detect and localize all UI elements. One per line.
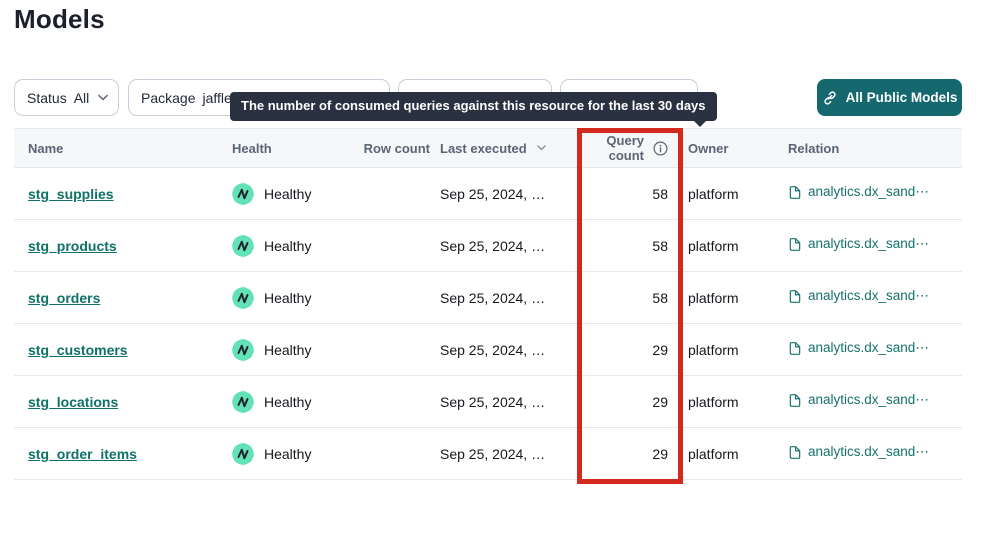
health-pulse-icon [228, 283, 258, 312]
last-executed-cell: Sep 25, 2024, … [440, 393, 546, 410]
status-filter-value: All [73, 89, 90, 106]
file-icon [788, 289, 802, 304]
model-link[interactable]: stg_locations [28, 393, 119, 410]
last-executed-cell: Sep 25, 2024, … [440, 341, 546, 358]
health-cell: Healthy [228, 231, 361, 260]
table-row: stg_locations Healthy Sep 25, 2024, … 29… [14, 376, 962, 428]
table-row: stg_orders Healthy Sep 25, 2024, … 58 pl… [14, 272, 962, 324]
relation-link[interactable]: analytics.dx_sand⋯ [788, 444, 929, 460]
owner-cell: platform [688, 341, 739, 358]
relation-text: analytics.dx_sand⋯ [808, 444, 929, 460]
file-icon [788, 393, 802, 408]
file-icon [788, 341, 802, 356]
page-title: Models [14, 4, 105, 34]
table-row: stg_products Healthy Sep 25, 2024, … 58 … [14, 220, 962, 272]
column-header-owner[interactable]: Owner [688, 140, 729, 156]
relation-link[interactable]: analytics.dx_sand⋯ [788, 236, 929, 252]
column-header-name[interactable]: Name [28, 140, 64, 156]
file-icon [788, 445, 802, 460]
relation-link[interactable]: analytics.dx_sand⋯ [788, 288, 929, 304]
health-cell: Healthy [228, 439, 361, 468]
file-icon [788, 237, 802, 252]
health-status: Healthy [264, 185, 312, 202]
column-header-row-count[interactable]: Row count [363, 140, 430, 156]
chevron-down-icon [536, 145, 546, 151]
query-count-cell: 29 [652, 445, 668, 462]
relation-text: analytics.dx_sand⋯ [808, 236, 929, 252]
owner-cell: platform [688, 237, 739, 254]
status-filter-label: Status [27, 89, 67, 106]
table-row: stg_order_items Healthy Sep 25, 2024, … … [14, 428, 962, 480]
last-executed-cell: Sep 25, 2024, … [440, 289, 546, 306]
relation-text: analytics.dx_sand⋯ [808, 288, 929, 304]
health-cell: Healthy [228, 283, 361, 312]
query-count-cell: 58 [652, 289, 668, 306]
column-header-last-executed-label: Last executed [440, 140, 527, 156]
column-header-health[interactable]: Health [232, 140, 272, 156]
health-status: Healthy [264, 237, 312, 254]
health-pulse-icon [228, 335, 258, 364]
health-status: Healthy [264, 289, 312, 306]
table-row: stg_customers Healthy Sep 25, 2024, … 29… [14, 324, 962, 376]
info-icon[interactable] [653, 141, 668, 156]
column-header-query-count-label: Query count [606, 133, 644, 163]
model-link[interactable]: stg_order_items [28, 445, 137, 462]
health-pulse-icon [228, 179, 258, 208]
last-executed-cell: Sep 25, 2024, … [440, 185, 546, 202]
column-header-relation[interactable]: Relation [788, 140, 840, 156]
tooltip-arrow [692, 120, 707, 127]
query-count-cell: 29 [652, 393, 668, 410]
file-icon [788, 185, 802, 200]
model-link[interactable]: stg_customers [28, 341, 128, 358]
table-row: stg_supplies Healthy Sep 25, 2024, … 58 … [14, 168, 962, 220]
table-header-row: Name Health Row count Last executed Quer… [14, 128, 962, 168]
column-header-last-executed[interactable]: Last executed [440, 141, 574, 156]
relation-link[interactable]: analytics.dx_sand⋯ [788, 340, 929, 356]
health-cell: Healthy [228, 387, 361, 416]
link-icon [822, 90, 838, 106]
health-cell: Healthy [228, 179, 361, 208]
owner-cell: platform [688, 445, 739, 462]
status-filter-dropdown[interactable]: Status All [14, 79, 119, 116]
health-status: Healthy [264, 393, 312, 410]
model-link[interactable]: stg_supplies [28, 185, 114, 202]
health-pulse-icon [228, 387, 258, 416]
all-public-models-label: All Public Models [845, 90, 958, 105]
relation-link[interactable]: analytics.dx_sand⋯ [788, 184, 929, 200]
package-filter-label: Package [141, 89, 196, 106]
query-count-cell: 29 [652, 341, 668, 358]
column-header-query-count[interactable]: Query count [574, 133, 668, 163]
models-table: Name Health Row count Last executed Quer… [14, 128, 962, 480]
last-executed-cell: Sep 25, 2024, … [440, 237, 546, 254]
relation-text: analytics.dx_sand⋯ [808, 340, 929, 356]
chevron-down-icon [98, 94, 109, 101]
query-count-cell: 58 [652, 185, 668, 202]
query-count-tooltip: The number of consumed queries against t… [230, 92, 717, 127]
model-link[interactable]: stg_products [28, 237, 117, 254]
last-executed-cell: Sep 25, 2024, … [440, 445, 546, 462]
relation-text: analytics.dx_sand⋯ [808, 184, 929, 200]
owner-cell: platform [688, 185, 739, 202]
health-pulse-icon [228, 439, 258, 468]
tooltip-text: The number of consumed queries against t… [241, 98, 706, 113]
owner-cell: platform [688, 289, 739, 306]
health-status: Healthy [264, 445, 312, 462]
health-pulse-icon [228, 231, 258, 260]
relation-text: analytics.dx_sand⋯ [808, 392, 929, 408]
owner-cell: platform [688, 393, 739, 410]
query-count-cell: 58 [652, 237, 668, 254]
health-cell: Healthy [228, 335, 361, 364]
model-link[interactable]: stg_orders [28, 289, 101, 306]
all-public-models-button[interactable]: All Public Models [817, 79, 962, 116]
health-status: Healthy [264, 341, 312, 358]
relation-link[interactable]: analytics.dx_sand⋯ [788, 392, 929, 408]
